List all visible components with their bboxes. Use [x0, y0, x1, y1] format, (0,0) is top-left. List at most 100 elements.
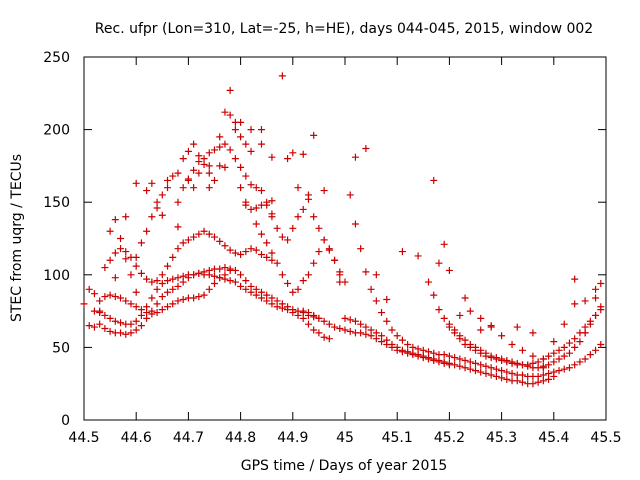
data-point	[367, 285, 375, 293]
data-point	[498, 355, 506, 363]
data-point	[132, 288, 140, 296]
data-point	[169, 285, 177, 293]
data-point	[247, 205, 255, 213]
data-point	[372, 297, 380, 305]
data-point	[85, 285, 93, 293]
data-point	[263, 201, 271, 209]
data-point	[362, 144, 370, 152]
data-point	[158, 271, 166, 279]
y-tick-label: 100	[43, 268, 70, 284]
data-point	[466, 365, 474, 373]
data-point	[127, 329, 135, 337]
data-point	[346, 327, 354, 335]
data-point	[315, 224, 323, 232]
data-point	[571, 275, 579, 283]
data-point	[252, 285, 260, 293]
data-point	[190, 184, 198, 192]
data-point	[226, 86, 234, 94]
x-tick-label: 44.6	[121, 430, 152, 446]
data-point	[101, 293, 109, 301]
data-point	[320, 236, 328, 244]
x-tick-label: 44.7	[173, 430, 204, 446]
data-point	[425, 278, 433, 286]
data-point	[174, 274, 182, 282]
data-point	[592, 346, 600, 354]
data-point	[205, 149, 213, 157]
data-point	[492, 365, 500, 373]
data-point	[388, 340, 396, 348]
data-point	[143, 187, 151, 195]
data-point	[487, 322, 495, 330]
data-point	[111, 293, 119, 301]
data-point	[362, 330, 370, 338]
data-point	[404, 340, 412, 348]
data-point	[518, 371, 526, 379]
data-point	[592, 285, 600, 293]
x-axis-title: GPS time / Days of year 2015	[241, 458, 448, 474]
data-point	[451, 354, 459, 362]
data-point	[445, 359, 453, 367]
data-point	[174, 198, 182, 206]
data-point	[289, 224, 297, 232]
data-point	[320, 317, 328, 325]
data-point	[310, 311, 318, 319]
data-point	[545, 352, 553, 360]
data-point	[96, 297, 104, 305]
data-point	[85, 322, 93, 330]
data-point	[216, 162, 224, 170]
y-axis: 0 50 100 150 200 250	[43, 50, 606, 429]
data-point	[174, 282, 182, 290]
y-tick-label: 200	[43, 123, 70, 139]
data-point	[169, 253, 177, 261]
data-point	[268, 197, 276, 205]
data-point	[419, 346, 427, 354]
data-point	[299, 277, 307, 285]
data-point	[341, 326, 349, 334]
chart-title: Rec. ufpr (Lon=310, Lat=-25, h=HE), days…	[95, 21, 593, 37]
data-point	[190, 140, 198, 148]
data-point	[200, 227, 208, 235]
data-point	[221, 163, 229, 171]
data-point	[101, 325, 109, 333]
data-point	[257, 126, 265, 134]
data-point	[190, 294, 198, 302]
data-point	[257, 230, 265, 238]
data-point	[137, 306, 145, 314]
data-point	[592, 311, 600, 319]
data-point	[90, 323, 98, 331]
data-point	[331, 256, 339, 264]
y-tick-label: 250	[43, 50, 70, 66]
data-point	[445, 352, 453, 360]
data-point	[378, 332, 386, 340]
data-point	[117, 329, 125, 337]
data-point	[106, 256, 114, 264]
data-point	[487, 371, 495, 379]
y-tick-label: 150	[43, 195, 70, 211]
data-point	[278, 72, 286, 80]
data-point	[461, 294, 469, 302]
data-point	[560, 343, 568, 351]
data-point	[153, 204, 161, 212]
data-point	[132, 317, 140, 325]
y-tick-label: 0	[61, 413, 70, 429]
data-point	[117, 245, 125, 253]
data-point	[164, 303, 172, 311]
data-point	[117, 294, 125, 302]
data-point	[571, 335, 579, 343]
data-point	[252, 220, 260, 228]
data-point	[174, 297, 182, 305]
data-point	[284, 155, 292, 163]
data-point	[477, 368, 485, 376]
data-point	[200, 291, 208, 299]
data-point	[351, 220, 359, 228]
data-point	[362, 268, 370, 276]
data-point	[440, 358, 448, 366]
data-point	[524, 362, 532, 370]
data-point	[555, 346, 563, 354]
data-point	[472, 367, 479, 375]
data-point	[179, 239, 187, 247]
data-point	[122, 213, 130, 221]
data-point	[492, 354, 500, 362]
data-point	[101, 311, 109, 319]
